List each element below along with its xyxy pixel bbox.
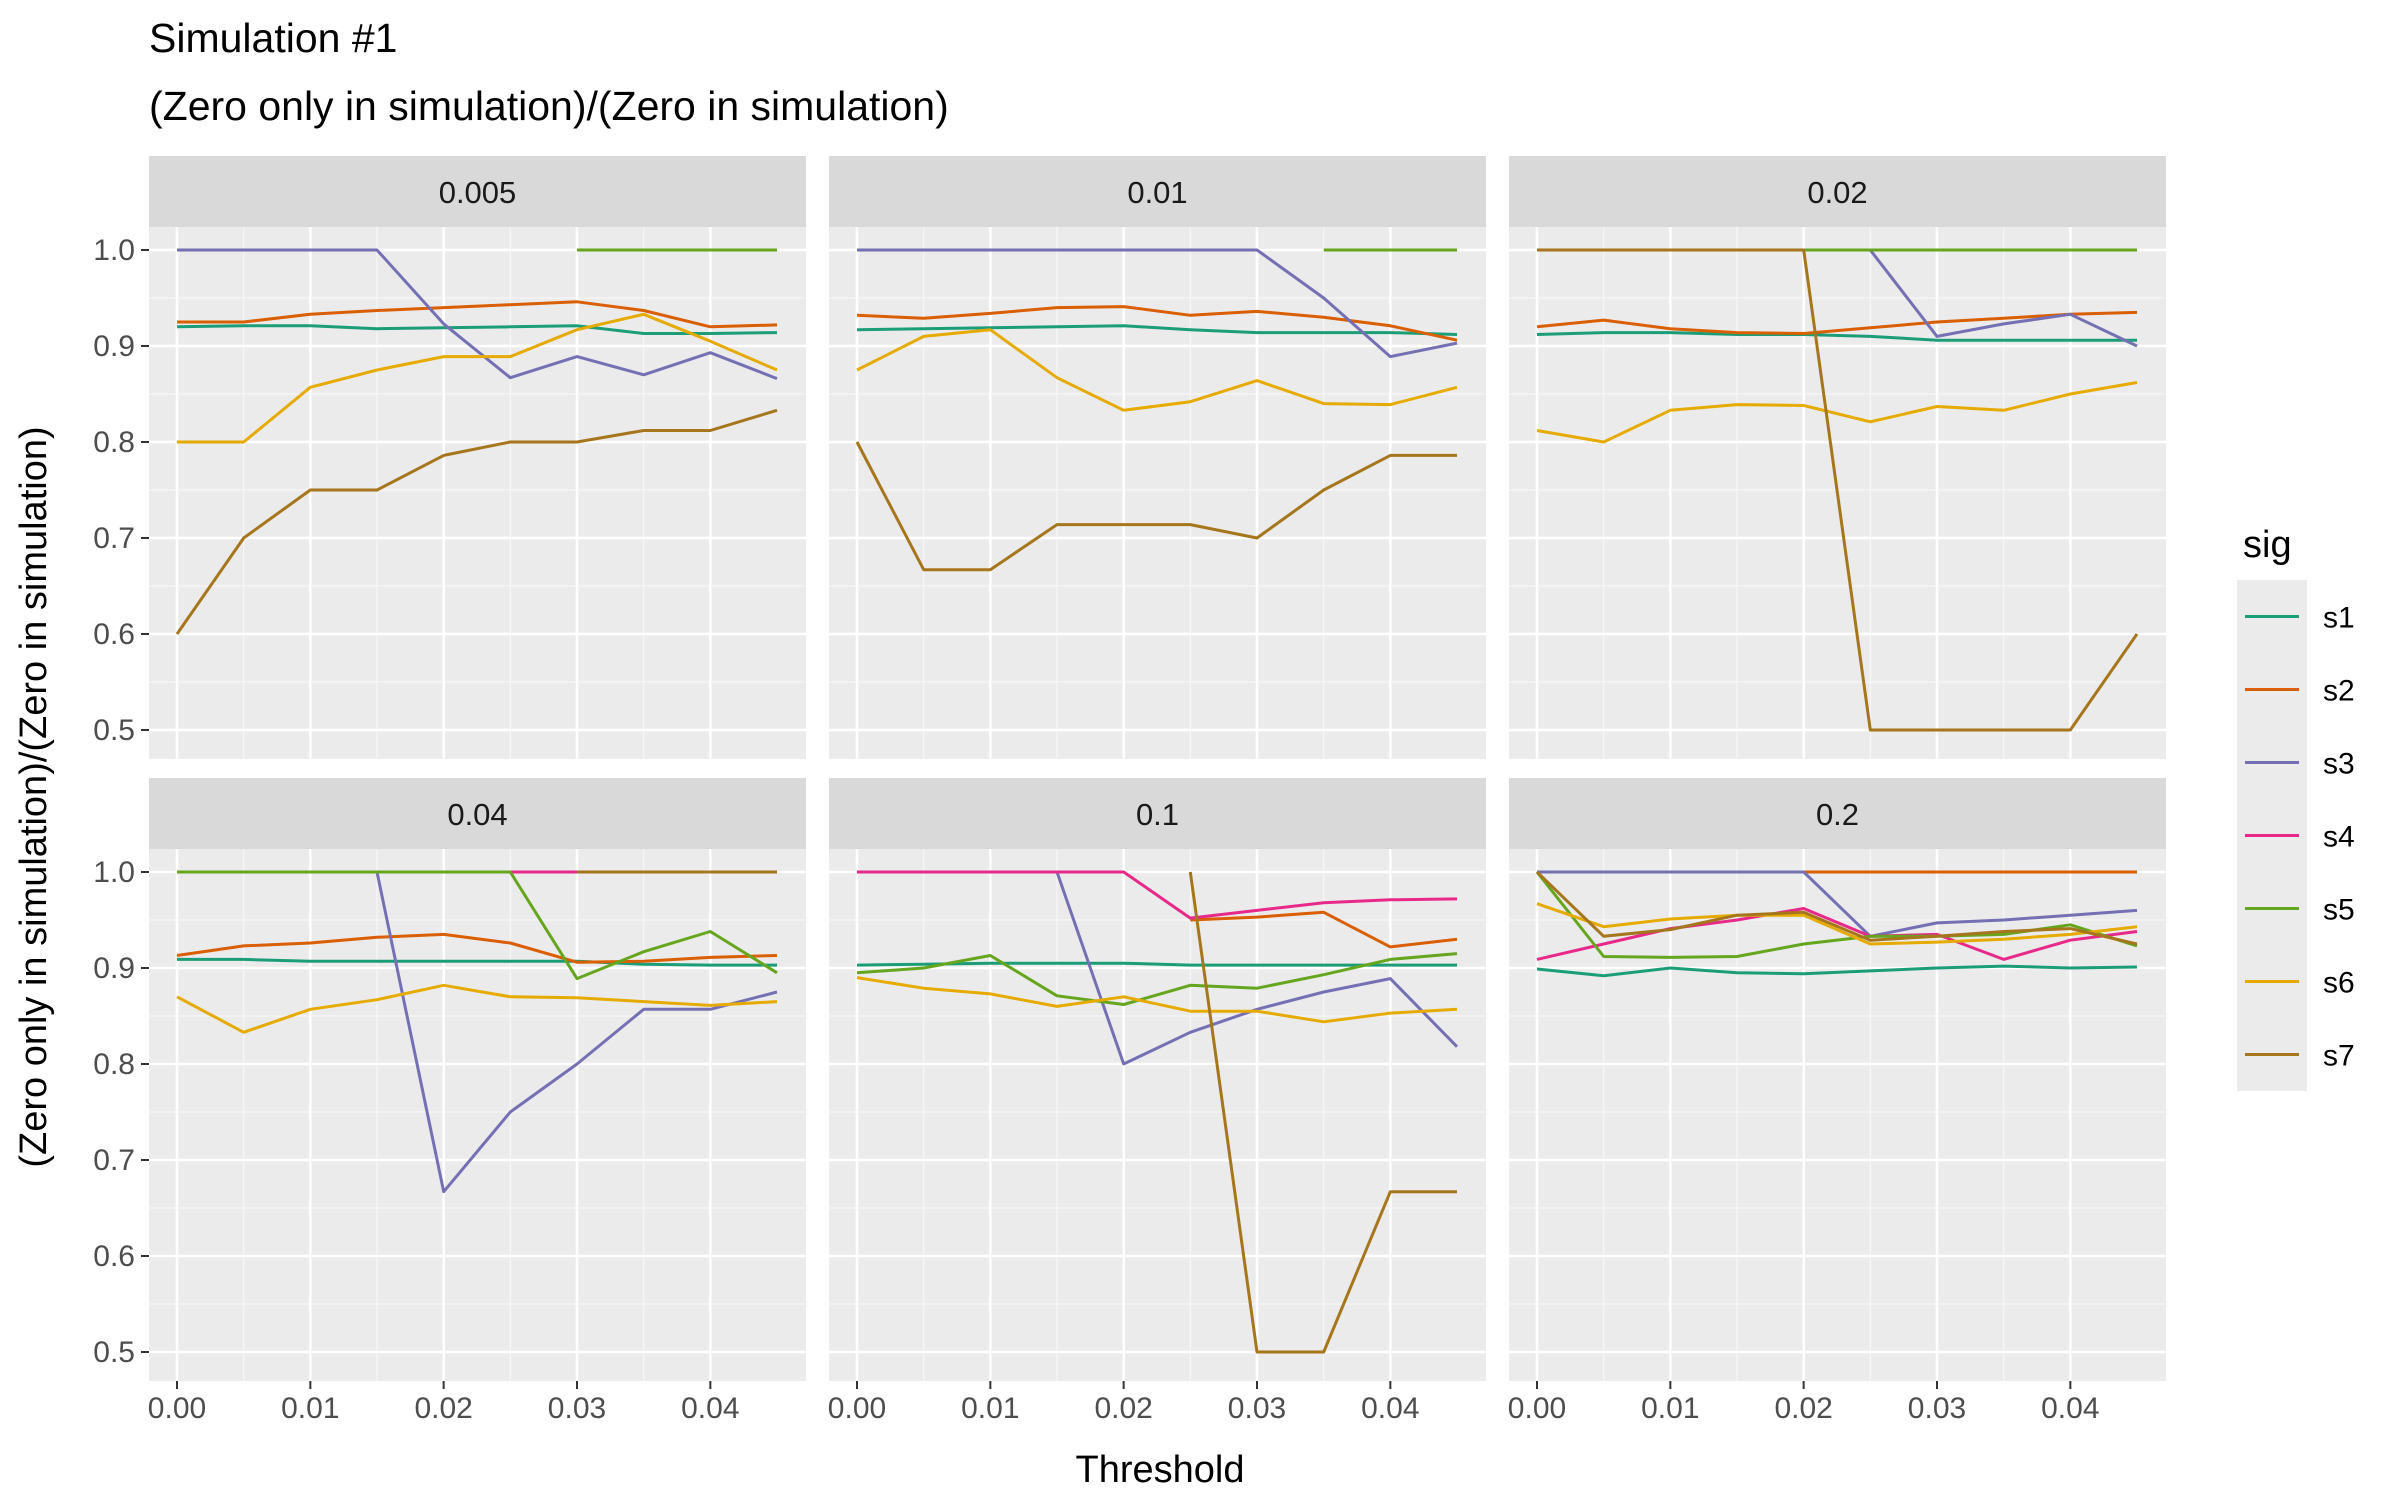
- legend-label-s2: s2: [2323, 675, 2355, 708]
- facet-panel: 0.005 0.5 0.6 0.7 0.8 0.9 1.0: [93, 156, 806, 759]
- facet-strip: [1509, 156, 2166, 227]
- x-tick-label: 0.03: [1228, 1392, 1286, 1425]
- series-line-s6: [856, 976, 1458, 1024]
- x-tick-label: 0.02: [414, 1392, 472, 1425]
- series-line-s2: [177, 300, 778, 329]
- facet-panel: 0.2 0.00 0.01 0.02 0.03 0.04: [1508, 778, 2166, 1425]
- facet-panel: 0.01: [829, 156, 1486, 759]
- y-tick-label: 0.6: [93, 1240, 135, 1273]
- x-tick-label: 0.00: [828, 1392, 886, 1425]
- facet-label: 0.04: [447, 797, 507, 832]
- chart-subtitle: (Zero only in simulation)/(Zero in simul…: [149, 83, 949, 129]
- x-tick-label: 0.02: [1094, 1392, 1152, 1425]
- facet-label: 0.2: [1816, 797, 1859, 832]
- x-tick-label: 0.04: [2041, 1392, 2099, 1425]
- series-line-s3: [1537, 870, 2138, 938]
- legend-label-s5: s5: [2323, 894, 2355, 927]
- legend-label-s6: s6: [2323, 967, 2355, 1000]
- series-line-s5: [177, 870, 778, 981]
- series-line-s7: [1537, 248, 2139, 732]
- series-line-s5: [856, 952, 1458, 1006]
- series-line-s6: [856, 328, 1458, 412]
- facet-strip: [149, 156, 806, 227]
- legend: sig s1 s2 s3 s4 s5 s6 s7: [2237, 524, 2355, 1091]
- facet-label: 0.01: [1127, 175, 1187, 210]
- series-line-s1: [1536, 964, 2138, 978]
- legend-label-s4: s4: [2323, 821, 2355, 854]
- y-tick-label: 1.0: [93, 234, 135, 267]
- series-line-s7: [175, 408, 778, 635]
- plot-background: [829, 227, 1486, 759]
- legend-label-s7: s7: [2323, 1040, 2355, 1073]
- y-tick-label: 0.9: [93, 952, 135, 985]
- y-tick-label: 0.8: [93, 1048, 135, 1081]
- series-line-s4: [1536, 907, 2138, 961]
- series-line-s7: [1535, 870, 2138, 946]
- facet-strip: [829, 778, 1486, 849]
- x-tick-label: 0.03: [1908, 1392, 1966, 1425]
- plot-background: [149, 849, 806, 1381]
- facet-strip: [149, 778, 806, 849]
- y-tick-label: 1.0: [93, 856, 135, 889]
- plot-background: [829, 849, 1486, 1381]
- series-line-s6: [1536, 902, 2138, 946]
- series-line-s3: [177, 248, 778, 380]
- series-line-s6: [177, 312, 778, 444]
- y-tick-label: 0.7: [93, 1144, 135, 1177]
- legend-title: sig: [2243, 524, 2292, 566]
- series-line-s1: [1536, 331, 2137, 342]
- y-axis-title: (Zero only in simulation)/(Zero in simul…: [13, 426, 55, 1167]
- x-tick-label: 0.01: [281, 1392, 339, 1425]
- facet-strip: [1509, 778, 2166, 849]
- facet-strip: [829, 156, 1486, 227]
- x-tick-label: 0.01: [1641, 1392, 1699, 1425]
- plot-background: [149, 227, 806, 759]
- series-line-s2: [1190, 910, 1458, 949]
- x-tick-label: 0.03: [548, 1392, 606, 1425]
- series-line-s2: [1536, 310, 2138, 335]
- x-tick-label: 0.00: [1508, 1392, 1566, 1425]
- series-line-s1: [856, 961, 1457, 967]
- series-line-s6: [1536, 381, 2138, 444]
- y-tick-label: 0.7: [93, 522, 135, 555]
- chart-title: Simulation #1: [149, 15, 397, 61]
- facet-panel: 0.02: [1509, 156, 2166, 759]
- y-tick-label: 0.8: [93, 426, 135, 459]
- facet-label: 0.005: [439, 175, 517, 210]
- series-line-s3: [857, 248, 1458, 359]
- x-axis-title: Threshold: [1076, 1449, 1245, 1491]
- x-tick-label: 0.04: [681, 1392, 739, 1425]
- series-line-s7: [855, 441, 1457, 572]
- facet-label: 0.02: [1807, 175, 1867, 210]
- series-line-s4: [857, 870, 1458, 920]
- facet-panel: 0.1 0.00 0.01 0.02 0.03 0.04: [828, 778, 1486, 1425]
- series-line-s1: [856, 324, 1458, 336]
- x-tick-label: 0.02: [1774, 1392, 1832, 1425]
- x-tick-label: 0.01: [961, 1392, 1019, 1425]
- series-line-s2: [856, 305, 1458, 342]
- legend-label-s1: s1: [2323, 602, 2355, 635]
- x-tick-label: 0.00: [148, 1392, 206, 1425]
- series-line-s6: [176, 983, 778, 1034]
- facet-panel: 0.04 0.00 0.01 0.02 0.03 0.04 0.5 0.6 0.7 0.8 0.9 1…: [93, 778, 806, 1425]
- x-tick-label: 0.04: [1361, 1392, 1419, 1425]
- y-tick-label: 0.5: [93, 714, 135, 747]
- y-tick-label: 0.5: [93, 1336, 135, 1369]
- series-line-s1: [177, 957, 777, 967]
- plot-background: [1509, 849, 2166, 1381]
- series-line-s2: [176, 932, 778, 964]
- y-tick-label: 0.9: [93, 330, 135, 363]
- legend-label-s3: s3: [2323, 748, 2355, 781]
- y-tick-label: 0.6: [93, 618, 135, 651]
- series-line-s1: [176, 324, 778, 335]
- series-line-s7: [1188, 871, 1457, 1354]
- facet-label: 0.1: [1136, 797, 1179, 832]
